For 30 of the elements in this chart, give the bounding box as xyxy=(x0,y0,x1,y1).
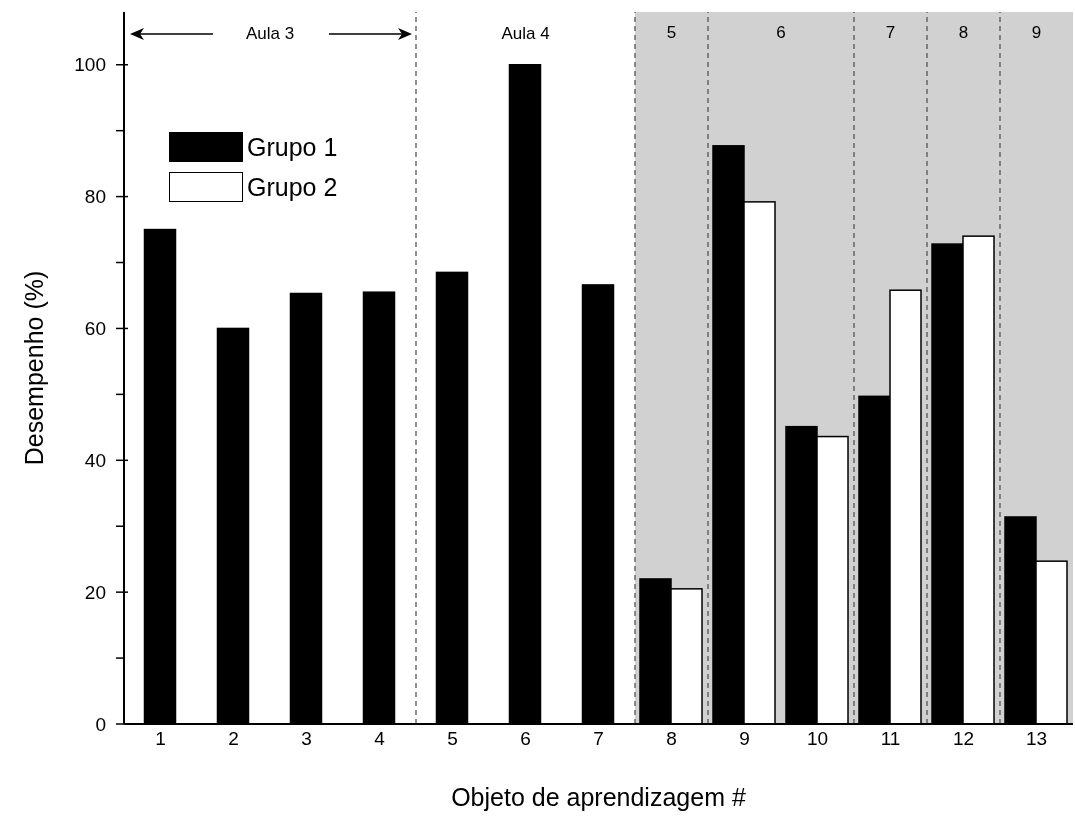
y-tick-label: 20 xyxy=(84,581,106,603)
x-tick-label: 7 xyxy=(593,728,604,750)
x-tick-label: 12 xyxy=(952,728,975,750)
y-tick-label: 40 xyxy=(84,449,106,471)
legend-label: Grupo 1 xyxy=(247,132,338,162)
y-tick-label: 0 xyxy=(95,713,106,735)
band-label: 6 xyxy=(776,23,786,43)
x-tick-label: 13 xyxy=(1025,728,1048,750)
band-label: 8 xyxy=(958,23,969,43)
x-tick-label: 9 xyxy=(739,728,750,750)
y-axis-title: Desempenho (%) xyxy=(19,270,48,466)
annotation: Aula 4 xyxy=(501,24,550,44)
band-label: 7 xyxy=(885,23,896,43)
band-label: 9 xyxy=(1031,23,1042,43)
y-tick-label: 60 xyxy=(84,318,106,340)
x-tick-label: 4 xyxy=(374,728,386,750)
y-tick-label: 100 xyxy=(74,54,106,76)
x-tick-label: 10 xyxy=(806,728,829,750)
x-axis-title: Objeto de aprendizagem # xyxy=(451,783,746,811)
legend-label: Grupo 2 xyxy=(247,172,338,202)
x-tick-label: 6 xyxy=(520,728,531,750)
x-tick-label: 1 xyxy=(155,728,166,750)
x-tick-label: 11 xyxy=(880,728,901,750)
x-tick-label: 5 xyxy=(447,728,458,750)
x-tick-label: 8 xyxy=(666,728,677,750)
band-label: 5 xyxy=(666,23,677,43)
y-tick-label: 80 xyxy=(84,186,106,208)
x-tick-label: 2 xyxy=(228,728,239,750)
annotation: Aula 3 xyxy=(245,24,295,44)
x-tick-label: 3 xyxy=(301,728,312,750)
